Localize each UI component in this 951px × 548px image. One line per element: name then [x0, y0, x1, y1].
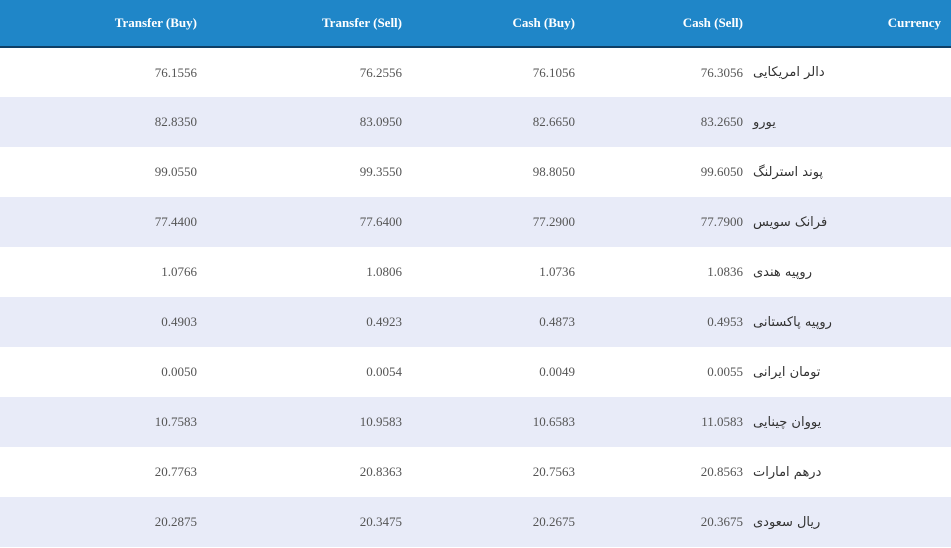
transfer-buy-cell: 20.7763: [154, 464, 197, 479]
transfer-buy-cell: 1.0766: [161, 264, 197, 279]
currency-name-cell: فرانک سویس: [753, 214, 828, 230]
cash-buy-cell: 76.1056: [532, 64, 575, 80]
header-transfer-buy[interactable]: Transfer (Buy): [114, 15, 197, 30]
cash-buy-cell: 20.2675: [532, 514, 575, 529]
currency-name-cell: روپیه هندی: [753, 264, 812, 280]
table-row: 20.2875 20.3475 20.2675 20.3675 ریال سعو…: [0, 497, 951, 547]
table-row: 0.4903 0.4923 0.4873 0.4953 روپیه پاکستا…: [0, 297, 951, 347]
table-row: 0.0050 0.0054 0.0049 0.0055 تومان ایرانی: [0, 347, 951, 397]
cash-sell-cell: 11.0583: [701, 414, 743, 429]
header-cash-buy[interactable]: Cash (Buy): [512, 15, 576, 30]
transfer-sell-cell: 1.0806: [366, 264, 402, 279]
transfer-sell-cell: 0.0054: [366, 364, 402, 379]
table-row: 99.0550 99.3550 98.8050 99.6050 پوند است…: [0, 147, 951, 197]
currency-name-cell: روپیه پاکستانی: [753, 314, 832, 330]
cash-sell-cell: 0.0055: [707, 364, 743, 379]
cash-sell-cell: 83.2650: [700, 114, 743, 129]
transfer-buy-cell: 0.4903: [161, 314, 197, 329]
table-row: 76.1556 76.2556 76.1056 76.3056 دالر امر…: [0, 47, 951, 97]
transfer-buy-cell: 77.4400: [154, 214, 197, 229]
header-transfer-sell[interactable]: Transfer (Sell): [321, 15, 402, 30]
cash-buy-cell: 77.2900: [532, 214, 575, 229]
currency-name-cell: پوند استرلنگ: [753, 164, 824, 180]
cash-buy-cell: 0.4873: [539, 314, 575, 329]
cash-sell-cell: 0.4953: [707, 314, 743, 329]
transfer-sell-cell: 0.4923: [366, 314, 402, 329]
transfer-sell-cell: 77.6400: [359, 214, 402, 229]
cash-sell-cell: 77.7900: [700, 214, 743, 229]
table-row: 20.7763 20.8363 20.7563 20.8563 درهم اما…: [0, 447, 951, 497]
transfer-sell-cell: 10.9583: [359, 414, 402, 429]
currency-name-cell: یورو: [753, 114, 776, 130]
currency-name-cell: دالر امریکایی: [753, 65, 825, 80]
cash-sell-cell: 76.3056: [700, 64, 743, 80]
transfer-buy-cell: 10.7583: [154, 414, 197, 429]
currency-name-cell: یووان چینایی: [753, 414, 822, 430]
cash-buy-cell: 98.8050: [532, 164, 575, 179]
cash-buy-cell: 1.0736: [539, 264, 575, 279]
currency-name-cell: تومان ایرانی: [753, 364, 821, 380]
header-row: Transfer (Buy) Transfer (Sell) Cash (Buy…: [0, 0, 951, 47]
cash-sell-cell: 99.6050: [700, 164, 743, 179]
transfer-buy-cell: 82.8350: [154, 114, 197, 129]
header-cash-sell[interactable]: Cash (Sell): [682, 15, 743, 30]
table-row: 82.8350 83.0950 82.6650 83.2650 یورو: [0, 97, 951, 147]
table-header: Transfer (Buy) Transfer (Sell) Cash (Buy…: [0, 0, 951, 47]
cash-buy-cell: 82.6650: [532, 114, 575, 129]
transfer-sell-cell: 20.8363: [359, 464, 402, 479]
table-body: 76.1556 76.2556 76.1056 76.3056 دالر امر…: [0, 47, 951, 547]
table-row: 77.4400 77.6400 77.2900 77.7900 فرانک سو…: [0, 197, 951, 247]
transfer-buy-cell: 76.1556: [154, 64, 197, 80]
cash-buy-cell: 20.7563: [532, 464, 575, 479]
transfer-sell-cell: 83.0950: [359, 114, 402, 129]
table-row: 1.0766 1.0806 1.0736 1.0836 روپیه هندی: [0, 247, 951, 297]
table-row: 10.7583 10.9583 10.6583 11.0583 یووان چی…: [0, 397, 951, 447]
cash-sell-cell: 1.0836: [707, 264, 743, 279]
transfer-sell-cell: 99.3550: [359, 164, 402, 179]
currency-name-cell: درهم امارات: [753, 464, 822, 480]
cash-buy-cell: 10.6583: [532, 414, 575, 429]
currency-name-cell: ریال سعودی: [753, 514, 821, 530]
header-currency[interactable]: Currency: [887, 15, 941, 30]
transfer-sell-cell: 20.3475: [359, 514, 402, 529]
transfer-sell-cell: 76.2556: [359, 64, 402, 80]
transfer-buy-cell: 0.0050: [161, 364, 197, 379]
cash-buy-cell: 0.0049: [539, 364, 575, 379]
cash-sell-cell: 20.3675: [700, 514, 743, 529]
transfer-buy-cell: 99.0550: [154, 164, 197, 179]
cash-sell-cell: 20.8563: [700, 464, 743, 479]
transfer-buy-cell: 20.2875: [154, 514, 197, 529]
